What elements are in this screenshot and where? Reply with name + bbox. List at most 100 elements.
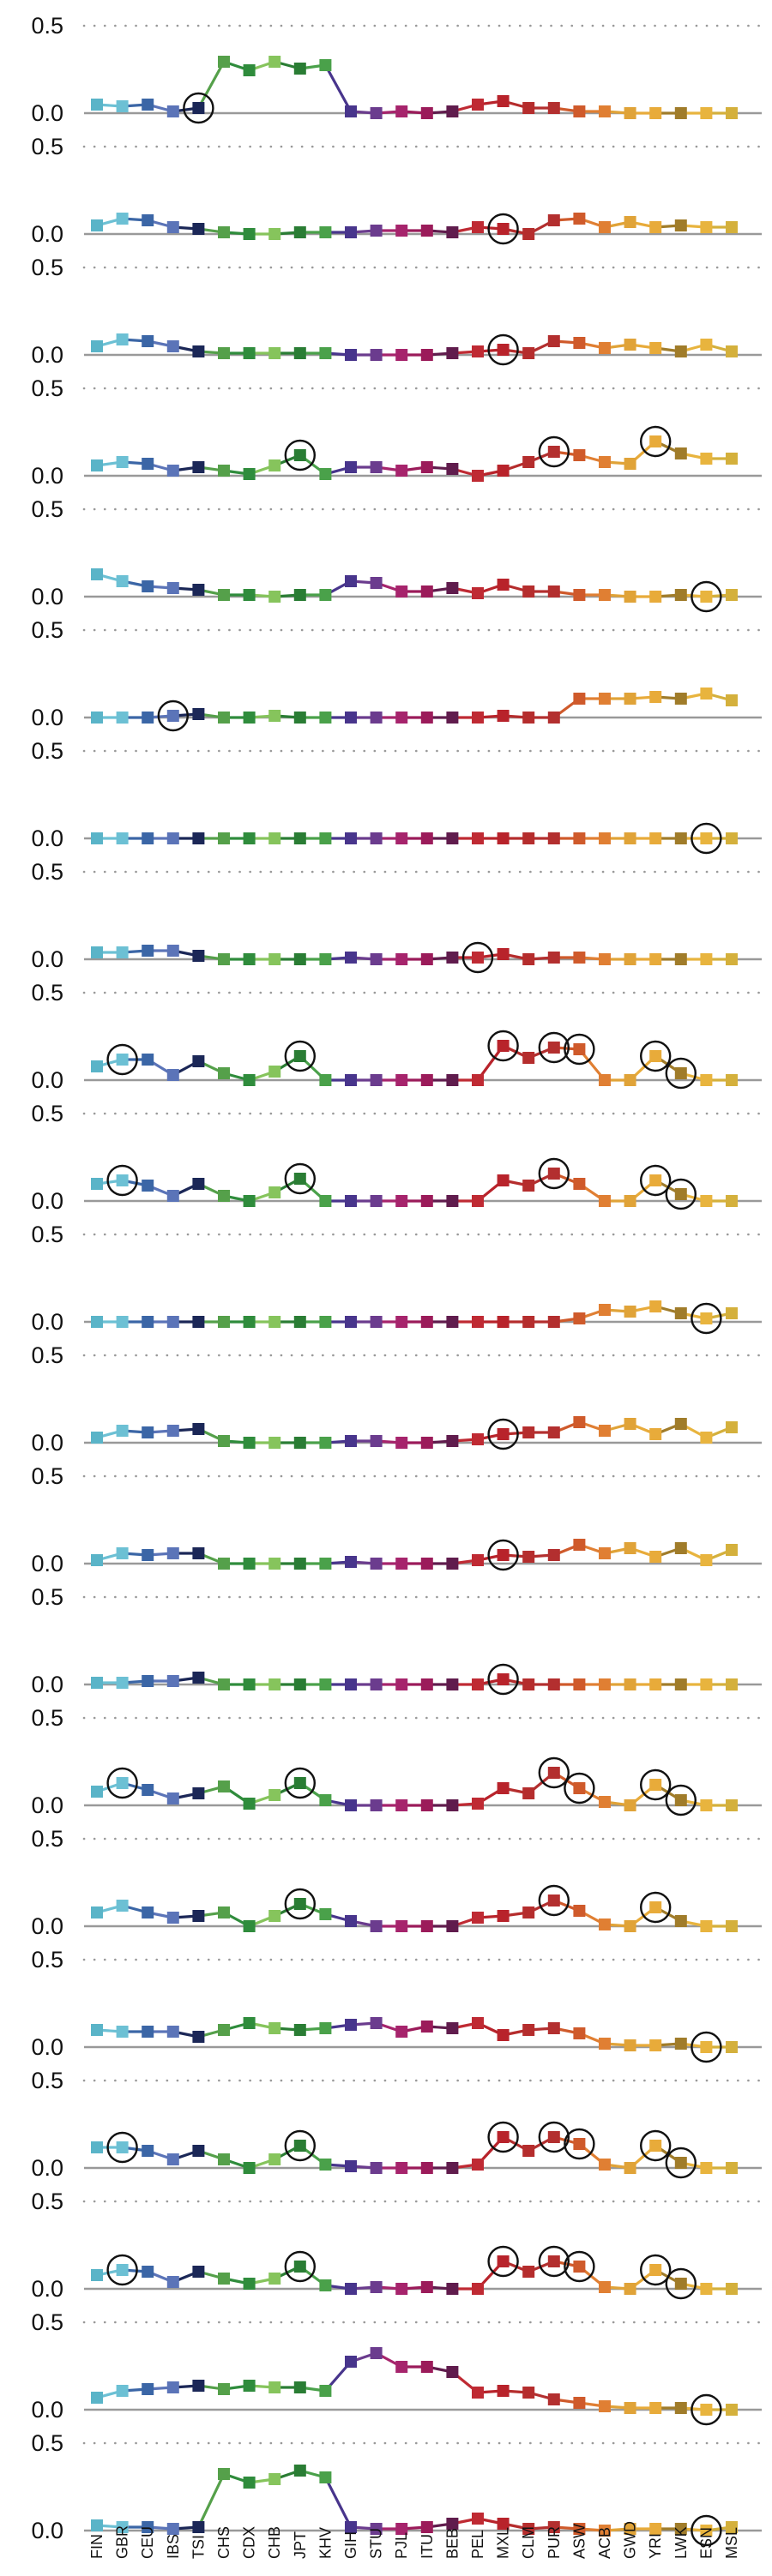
data-point-stu [370,1920,383,1932]
data-point-jpt [293,449,306,461]
data-point-beb [446,2283,459,2295]
data-point-khv [319,1316,332,1328]
data-point-itu [420,2021,433,2033]
y-tick-label-0-5: 0.5 [31,134,63,159]
data-point-chb [268,2273,281,2285]
data-point-lwk [674,107,687,119]
data-point-pjl [395,225,408,237]
y-tick-label-0-5: 0.5 [31,738,63,764]
data-point-pur [547,102,560,114]
panel-15: 0.5 0.0 [31,1705,763,1818]
data-point-ceu [142,214,154,226]
data-point-cdx [243,2162,256,2174]
data-point-acb [599,1195,611,1207]
data-point-gbr [116,712,129,724]
highlight-circle-pur [538,1157,570,1190]
data-point-chs [218,1316,230,1328]
data-point-chs [218,712,230,724]
x-tick-label-asw: ASW [570,2524,588,2559]
y-tick-label-0-5: 0.5 [31,2189,63,2214]
y-tick-label-0-0: 0.0 [31,463,63,489]
data-point-asw [573,105,586,117]
x-tick-label-msl: MSL [723,2527,740,2559]
y-tick-label-0-5: 0.5 [31,859,63,885]
data-point-msl [726,1074,738,1086]
data-point-tsi [192,1316,205,1328]
data-point-pjl [395,712,408,724]
data-point-ceu [142,1426,154,1438]
data-point-itu [420,2521,433,2533]
data-point-pur [547,1894,560,1906]
data-point-msl [726,1421,738,1433]
data-point-gwd [624,107,636,119]
data-point-esn [700,688,713,700]
data-point-pur [547,832,560,844]
data-point-clm [522,1906,535,1918]
data-point-chs [218,2024,230,2036]
data-point-esn [700,591,713,603]
data-point-itu [420,1316,433,1328]
data-point-ceu [142,2383,154,2395]
data-point-pel [472,1316,484,1328]
data-point-pur [547,585,560,597]
data-point-pjl [395,2162,408,2174]
data-point-ibs [166,1425,179,1437]
data-point-gbr [116,946,129,958]
data-point-esn [700,2404,713,2416]
data-point-lwk [674,447,687,459]
data-point-stu [370,2523,383,2535]
data-point-chb [268,1066,281,1078]
data-point-chb [268,1789,281,1801]
data-point-gih [345,832,357,844]
data-point-khv [319,712,332,724]
data-point-fin [91,1906,103,1918]
data-point-cdx [243,1798,256,1810]
data-point-gbr [116,1547,129,1559]
data-point-khv [319,1908,332,1920]
y-tick-label-0-5: 0.5 [31,255,63,280]
data-point-itu [420,2162,433,2174]
highlight-circle-pur [538,1031,570,1064]
data-point-msl [726,2283,738,2295]
data-point-jpt [293,1558,306,1570]
data-point-yri [649,1174,662,1186]
data-point-asw [573,2138,586,2150]
data-point-chb [268,1558,281,1570]
data-point-stu [370,2162,383,2174]
data-point-chb [268,347,281,359]
highlight-circle-mxl [487,213,519,245]
data-point-khv [319,953,332,965]
data-point-mxl [497,2029,510,2041]
data-point-lwk [674,953,687,965]
x-tick-label-ceu: CEU [139,2526,156,2559]
data-point-gwd [624,2523,636,2535]
data-point-jpt [293,1437,306,1449]
data-point-ceu [142,2026,154,2038]
data-point-tsi [192,1910,205,1922]
data-point-itu [420,1678,433,1690]
data-point-lwk [674,1067,687,1079]
data-point-lwk [674,693,687,705]
data-point-acb [599,456,611,468]
data-point-msl [726,2162,738,2174]
y-tick-label-0-5: 0.5 [31,496,63,522]
data-point-chs [218,1435,230,1447]
data-point-cdx [243,468,256,480]
data-point-esn [700,1432,713,1444]
data-point-pur [547,1042,560,1054]
data-point-asw [573,2027,586,2039]
data-point-pel [472,470,484,482]
data-point-clm [522,2387,535,2399]
y-tick-label-0-0: 0.0 [31,1309,63,1335]
data-point-pur [547,1549,560,1561]
data-point-gih [345,2283,357,2295]
data-point-gbr [116,100,129,112]
data-point-cdx [243,2278,256,2290]
data-point-tsi [192,2031,205,2043]
panel-19: 0.5 0.0 [31,2189,763,2302]
data-point-gih [345,461,357,473]
data-point-mxl [497,1316,510,1328]
data-point-tsi [192,1547,205,1559]
data-point-clm [522,1052,535,1064]
data-point-esn [700,2283,713,2295]
